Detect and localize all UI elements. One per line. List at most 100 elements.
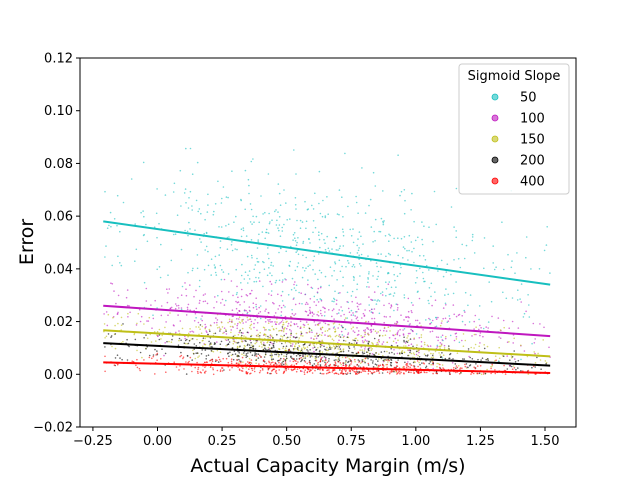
- data-point: [265, 228, 268, 231]
- data-point: [387, 283, 390, 286]
- fit-line-150: [103, 329, 551, 358]
- data-point: [445, 304, 447, 306]
- data-point: [193, 295, 195, 298]
- data-point: [436, 365, 438, 368]
- data-point: [273, 364, 275, 366]
- data-point: [461, 315, 464, 317]
- data-point: [251, 257, 253, 259]
- data-point: [292, 336, 295, 338]
- data-point: [272, 337, 274, 339]
- data-point: [260, 356, 263, 358]
- data-point: [281, 338, 284, 341]
- data-point: [126, 338, 128, 341]
- data-point: [225, 333, 228, 335]
- data-point: [241, 327, 244, 330]
- data-point: [418, 337, 421, 339]
- data-point: [471, 358, 474, 360]
- data-point: [197, 321, 200, 324]
- data-point: [305, 220, 308, 223]
- data-point: [275, 369, 278, 372]
- data-point: [158, 266, 161, 268]
- data-point: [138, 308, 141, 311]
- data-point: [333, 369, 336, 371]
- data-point: [352, 352, 354, 354]
- data-point: [318, 202, 320, 205]
- x-axis-ticks: −0.25 0.00 0.25 0.50 0.75 1.00 1.25 1.50: [73, 427, 559, 449]
- data-point: [237, 296, 239, 299]
- data-point: [268, 344, 271, 346]
- data-point: [437, 339, 439, 342]
- data-point: [347, 205, 349, 208]
- data-point: [234, 334, 236, 337]
- data-point: [357, 319, 359, 322]
- data-point: [300, 347, 303, 350]
- data-point: [272, 265, 275, 267]
- data-point: [139, 351, 142, 354]
- data-point: [403, 336, 405, 339]
- data-point: [182, 357, 184, 360]
- data-point: [245, 294, 248, 296]
- data-point: [166, 340, 168, 343]
- data-point: [431, 304, 433, 307]
- data-point: [464, 311, 466, 313]
- data-point: [430, 295, 432, 298]
- data-point: [294, 337, 297, 339]
- data-point: [355, 296, 357, 299]
- data-point: [321, 215, 324, 218]
- data-point: [178, 307, 180, 309]
- data-point: [282, 304, 285, 307]
- data-point: [364, 339, 367, 341]
- data-point: [269, 272, 271, 274]
- data-point: [285, 353, 288, 356]
- fit-lines: [103, 220, 551, 374]
- data-point: [525, 256, 527, 259]
- data-point: [174, 307, 177, 310]
- data-point: [387, 252, 390, 255]
- data-point: [336, 345, 338, 348]
- data-point: [299, 327, 302, 330]
- data-point: [437, 336, 440, 339]
- data-point: [341, 368, 344, 371]
- data-point: [264, 211, 266, 214]
- data-point: [510, 365, 513, 368]
- data-point: [342, 362, 344, 364]
- data-point: [315, 337, 318, 340]
- data-point: [214, 267, 216, 269]
- data-point: [356, 311, 358, 313]
- data-point: [207, 354, 210, 357]
- data-point: [194, 357, 197, 360]
- data-point: [317, 361, 320, 364]
- data-point: [403, 341, 405, 343]
- data-point: [342, 326, 344, 329]
- data-point: [307, 279, 309, 281]
- data-point: [516, 299, 519, 301]
- data-point: [254, 353, 256, 356]
- data-point: [319, 364, 322, 366]
- data-point: [468, 364, 471, 367]
- data-point: [270, 372, 273, 375]
- data-point: [128, 305, 130, 307]
- data-point: [430, 363, 433, 366]
- data-point: [204, 372, 206, 374]
- data-point: [346, 373, 348, 376]
- data-point: [465, 367, 468, 369]
- data-point: [156, 334, 158, 337]
- data-point: [266, 371, 269, 374]
- data-point: [380, 266, 382, 268]
- data-point: [461, 320, 464, 323]
- data-point: [196, 370, 199, 373]
- data-point: [420, 371, 423, 373]
- data-point: [408, 234, 411, 237]
- data-point: [254, 354, 256, 357]
- data-point: [377, 285, 379, 288]
- data-point: [463, 309, 466, 312]
- data-point: [267, 322, 270, 325]
- data-point: [343, 339, 345, 342]
- data-point: [321, 314, 323, 317]
- data-point: [268, 293, 270, 295]
- data-point: [187, 332, 190, 335]
- data-point: [314, 192, 316, 195]
- data-point: [145, 287, 148, 290]
- data-point: [212, 368, 214, 371]
- data-point: [278, 354, 280, 356]
